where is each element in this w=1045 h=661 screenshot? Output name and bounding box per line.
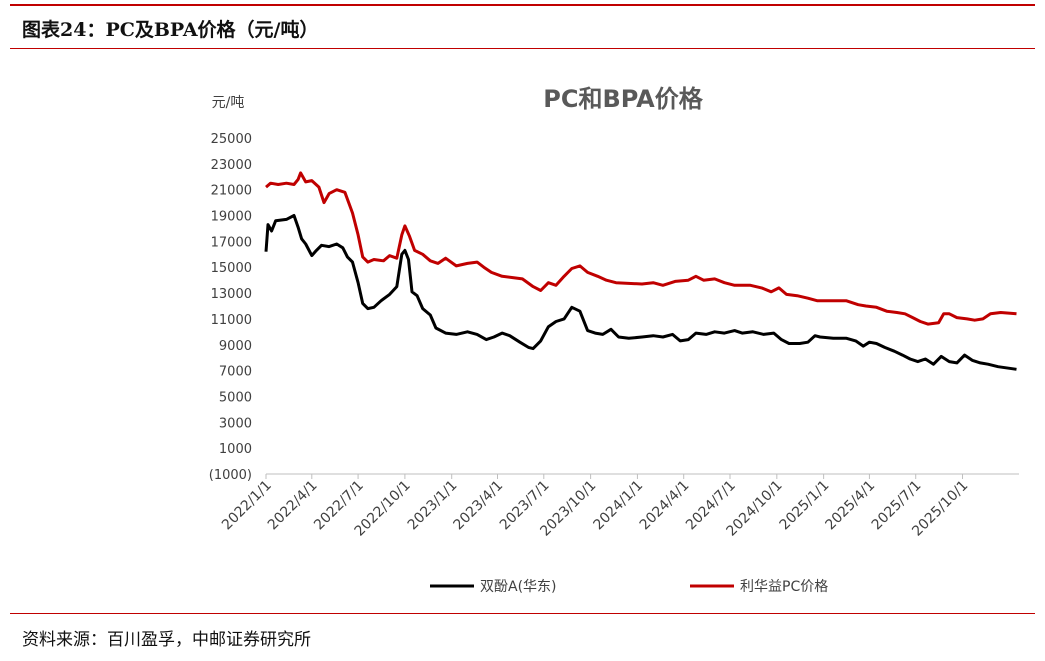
y-tick-label: 15000 — [211, 261, 252, 276]
title-rule — [10, 48, 1035, 49]
y-tick-label: 19000 — [211, 210, 252, 225]
y-tick-label: 11000 — [211, 313, 252, 328]
x-tick-label: 2024/4/1 — [637, 478, 693, 534]
y-tick-label: 3000 — [219, 416, 252, 431]
y-tick-label: 7000 — [219, 365, 252, 380]
y-tick-label: 1000 — [219, 442, 252, 457]
legend-label: 利华益PC价格 — [740, 579, 828, 595]
y-tick-label: 9000 — [219, 339, 252, 354]
legend: 双酚A(华东) 利华益PC价格 — [430, 579, 828, 595]
x-tick-label: 2023/4/1 — [451, 478, 507, 534]
y-axis: (1000) 1000 3000 5000 7000 9000 11000 13000 1500… — [209, 132, 252, 483]
y-tick-label: 13000 — [211, 287, 252, 302]
x-tick-label: 2025/4/1 — [822, 478, 878, 534]
series-line-bpa — [264, 214, 1017, 371]
x-tick-label: 2024/1/1 — [590, 478, 646, 534]
legend-label: 双酚A(华东) — [480, 579, 557, 595]
x-tick-label: 2022/4/1 — [265, 478, 321, 534]
x-axis: 2022/1/12022/4/12022/7/12022/10/12023/1/… — [219, 474, 971, 540]
y-tick-label: 21000 — [211, 184, 252, 199]
series-line-pc — [265, 171, 1017, 326]
source-note: 资料来源：百川盈孚，中邮证券研究所 — [22, 630, 311, 650]
y-axis-label: 元/吨 — [212, 95, 245, 111]
y-tick-label: (1000) — [209, 468, 252, 483]
y-tick-label: 17000 — [211, 235, 252, 250]
chart-title: PC和BPA价格 — [543, 85, 703, 113]
y-tick-label: 5000 — [219, 390, 252, 405]
y-tick-label: 25000 — [211, 132, 252, 147]
top-rule — [10, 4, 1035, 6]
series-lines — [264, 171, 1017, 371]
y-tick-label: 23000 — [211, 158, 252, 173]
bottom-rule — [10, 613, 1035, 614]
figure-title: 图表24：PC及BPA价格（元/吨） — [22, 19, 319, 41]
